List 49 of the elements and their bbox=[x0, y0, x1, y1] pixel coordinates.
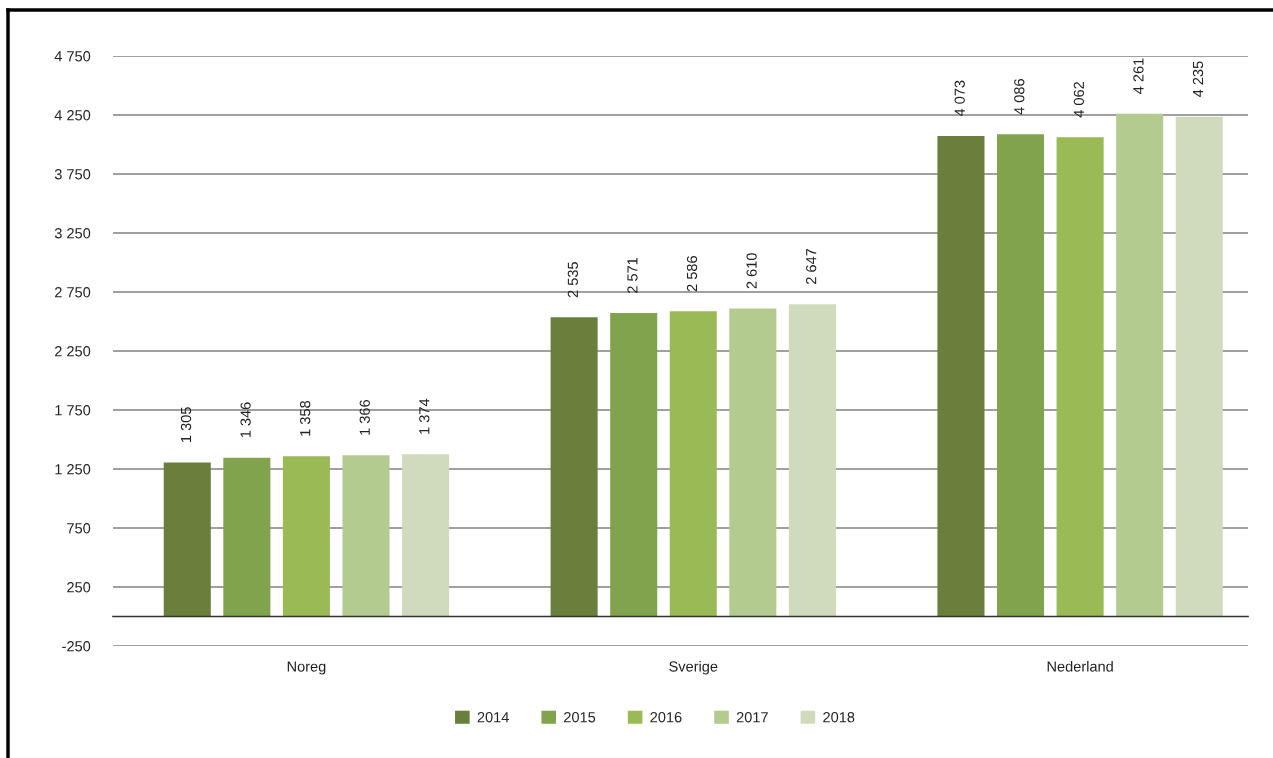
data-label: 4 062 bbox=[1073, 81, 1085, 118]
bar bbox=[223, 457, 271, 617]
data-label: 2 610 bbox=[746, 253, 757, 289]
y-tick-label: 2 250 bbox=[55, 346, 91, 357]
bar bbox=[1175, 116, 1223, 617]
data-label: 2 571 bbox=[627, 257, 638, 293]
data-label: 1 358 bbox=[300, 400, 311, 436]
data-label: 2 535 bbox=[567, 262, 579, 298]
bar bbox=[1116, 113, 1164, 617]
legend-label: 2017 bbox=[736, 712, 768, 723]
y-tick-label: 3 750 bbox=[54, 169, 91, 180]
data-label: 4 235 bbox=[1192, 61, 1204, 97]
bar bbox=[402, 454, 450, 617]
y-tick-label: 1 750 bbox=[55, 405, 91, 416]
data-label: 1 346 bbox=[240, 402, 251, 438]
legend-label: 2016 bbox=[650, 712, 682, 723]
y-tick-label: -250 bbox=[62, 641, 91, 652]
data-label: 4 261 bbox=[1133, 58, 1144, 94]
x-tick-label: Nederland bbox=[1047, 660, 1113, 672]
data-label: 4 086 bbox=[1014, 79, 1025, 115]
bar bbox=[163, 462, 211, 617]
data-label: 1 374 bbox=[419, 398, 430, 434]
bar bbox=[282, 456, 330, 617]
bar bbox=[610, 313, 658, 617]
bar bbox=[550, 317, 598, 617]
y-tick-label: 4 250 bbox=[54, 110, 91, 121]
data-label: 2 586 bbox=[686, 256, 698, 292]
y-tick-label: 4 750 bbox=[54, 51, 91, 62]
bar bbox=[937, 135, 985, 617]
bar bbox=[997, 134, 1045, 617]
x-tick-label: Sverige bbox=[669, 660, 718, 675]
y-tick-label: 250 bbox=[67, 582, 91, 593]
data-label: 1 305 bbox=[180, 407, 192, 442]
bar bbox=[729, 308, 777, 617]
legend-label: 2018 bbox=[823, 712, 855, 723]
data-label: 1 366 bbox=[359, 400, 370, 435]
y-tick-label: 750 bbox=[67, 523, 91, 534]
data-label: 4 073 bbox=[954, 80, 965, 117]
legend-label: 2014 bbox=[477, 712, 509, 723]
y-tick-label: 3 250 bbox=[54, 228, 91, 239]
legend-label: 2015 bbox=[564, 712, 596, 723]
x-tick-label: Noreg bbox=[287, 661, 326, 675]
bar bbox=[1056, 137, 1104, 617]
y-tick-label: 1 250 bbox=[55, 464, 91, 475]
bar bbox=[669, 311, 717, 617]
bar bbox=[342, 455, 390, 617]
bar bbox=[788, 304, 836, 617]
y-tick-label: 2 750 bbox=[55, 287, 91, 298]
data-label: 2 647 bbox=[806, 248, 817, 284]
